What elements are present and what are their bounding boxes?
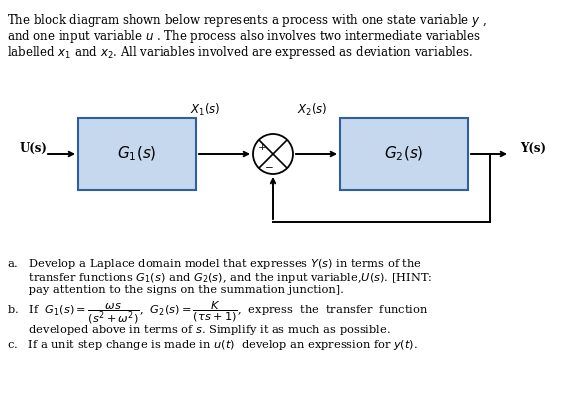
Text: The block diagram shown below represents a process with one state variable $y$ ,: The block diagram shown below represents… <box>7 12 487 29</box>
Text: transfer functions $G_1(s)$ and $G_2(s)$, and the input variable,$U(s)$. [HINT:: transfer functions $G_1(s)$ and $G_2(s)$… <box>7 271 432 285</box>
Bar <box>340 118 468 190</box>
Text: developed above in terms of $s$. Simplify it as much as possible.: developed above in terms of $s$. Simplif… <box>7 323 391 337</box>
Text: a.   Develop a Laplace domain model that expresses $Y(s)$ in terms of the: a. Develop a Laplace domain model that e… <box>7 257 422 271</box>
Text: $G_2(s)$: $G_2(s)$ <box>384 145 424 163</box>
Bar <box>78 118 196 190</box>
Text: pay attention to the signs on the summation junction].: pay attention to the signs on the summat… <box>7 285 344 295</box>
Text: $X_1(s)$: $X_1(s)$ <box>190 102 220 118</box>
Text: $-$: $-$ <box>264 162 274 171</box>
Text: c.   If a unit step change is made in $u(t)$  develop an expression for $y(t)$.: c. If a unit step change is made in $u(t… <box>7 338 418 352</box>
Text: labelled $x_1$ and $x_2$. All variables involved are expressed as deviation vari: labelled $x_1$ and $x_2$. All variables … <box>7 44 473 61</box>
Text: +: + <box>258 143 267 152</box>
Text: b.   If  $G_1(s) = \dfrac{\omega s}{(s^2+\omega^2)}$,  $G_2(s) = \dfrac{K}{(\tau: b. If $G_1(s) = \dfrac{\omega s}{(s^2+\o… <box>7 300 428 326</box>
Circle shape <box>253 134 293 174</box>
Text: $G_1(s)$: $G_1(s)$ <box>117 145 157 163</box>
Text: U(s): U(s) <box>20 141 48 154</box>
Text: $X_2(s)$: $X_2(s)$ <box>297 102 327 118</box>
Text: and one input variable $u$ . The process also involves two intermediate variable: and one input variable $u$ . The process… <box>7 28 481 45</box>
Text: Y(s): Y(s) <box>520 141 546 154</box>
